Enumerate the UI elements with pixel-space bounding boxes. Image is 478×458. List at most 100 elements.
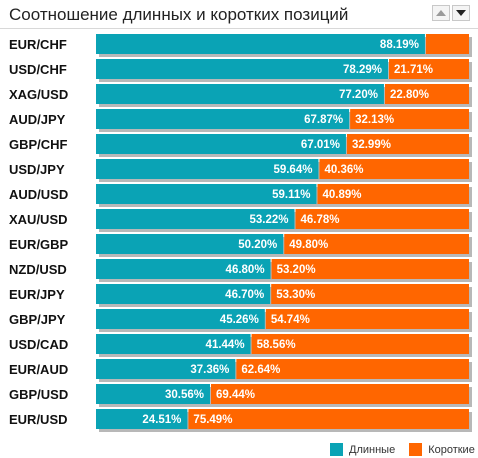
legend-label-long: Длинные	[349, 443, 396, 456]
arrow-down-icon[interactable]	[452, 5, 470, 21]
bar-row: GBP/JPY 45.26% 54.74%	[9, 309, 472, 332]
bar-long	[96, 184, 317, 204]
bar-row: AUD/JPY 67.87% 32.13%	[9, 109, 472, 132]
bar-short	[389, 59, 469, 79]
category-label: USD/CHF	[9, 62, 67, 77]
value-label-short: 53.30%	[276, 289, 315, 301]
category-label: EUR/JPY	[9, 287, 65, 302]
value-label-long: 67.87%	[304, 114, 343, 126]
value-label-long: 46.80%	[226, 264, 265, 276]
legend-label-short: Короткие	[428, 443, 475, 456]
value-label-long: 53.22%	[249, 214, 288, 226]
bar-row: EUR/JPY 46.70% 53.30%	[9, 284, 472, 307]
value-label-long: 30.56%	[165, 389, 204, 401]
bar-row: EUR/AUD 37.36% 62.64%	[9, 359, 472, 382]
category-label: EUR/USD	[9, 412, 68, 427]
arrow-up-icon[interactable]	[432, 5, 450, 21]
bar-row: USD/CAD 41.44% 58.56%	[9, 334, 472, 357]
bar-long	[96, 284, 271, 304]
bar-short	[295, 209, 469, 229]
value-label-short: 49.80%	[289, 239, 328, 251]
bar-short	[350, 109, 469, 129]
category-label: EUR/GBP	[9, 237, 69, 252]
bar-row: XAG/USD 77.20% 22.80%	[9, 84, 472, 107]
category-label: USD/JPY	[9, 162, 65, 177]
bar-short	[265, 309, 469, 329]
bar-long	[96, 109, 350, 129]
value-label-short: 40.36%	[324, 164, 363, 176]
category-label: AUD/USD	[9, 187, 68, 202]
bar-short	[384, 84, 469, 104]
bar-long	[96, 134, 346, 154]
value-label-short: 21.71%	[394, 64, 433, 76]
bar-short	[425, 34, 469, 54]
value-label-short: 54.74%	[271, 314, 310, 326]
category-label: NZD/USD	[9, 262, 67, 277]
bar-long	[96, 159, 319, 179]
bar-row: AUD/USD 59.11% 40.89%	[9, 184, 472, 207]
bar-long	[96, 309, 265, 329]
bar-row: NZD/USD 46.80% 53.20%	[9, 259, 472, 282]
category-label: EUR/CHF	[9, 37, 67, 52]
bar-row: GBP/USD 30.56% 69.44%	[9, 384, 472, 407]
bar-row: USD/JPY 59.64% 40.36%	[9, 159, 472, 182]
bar-long	[96, 259, 271, 279]
category-label: AUD/JPY	[9, 112, 66, 127]
value-label-long: 45.26%	[220, 314, 259, 326]
bar-row: XAU/USD 53.22% 46.78%	[9, 209, 472, 232]
bar-short	[346, 134, 469, 154]
bar-long	[96, 409, 188, 429]
value-label-short: 40.89%	[322, 189, 361, 201]
bar-short	[317, 184, 469, 204]
sort-controls	[432, 5, 470, 21]
bar-row: GBP/CHF 67.01% 32.99%	[9, 134, 472, 157]
value-label-short: 32.13%	[355, 114, 394, 126]
value-label-short: 53.20%	[277, 264, 316, 276]
bar-short	[236, 359, 469, 379]
value-label-short: 75.49%	[193, 414, 232, 426]
bar-row: EUR/USD 24.51% 75.49%	[9, 409, 472, 432]
value-label-long: 59.11%	[272, 189, 310, 201]
bar-short	[188, 409, 469, 429]
legend-swatch-long	[330, 443, 343, 456]
bar-long	[96, 84, 384, 104]
bar-long	[96, 59, 389, 79]
header-divider	[0, 28, 478, 29]
value-label-long: 41.44%	[206, 339, 245, 351]
value-label-long: 59.64%	[273, 164, 312, 176]
value-label-long: 24.51%	[142, 414, 181, 426]
legend: Длинные Короткие	[330, 443, 478, 456]
value-label-short: 62.64%	[241, 364, 280, 376]
bar-short	[210, 384, 469, 404]
bar-long	[96, 234, 284, 254]
value-label-short: 32.99%	[352, 139, 391, 151]
value-label-long: 50.20%	[238, 239, 277, 251]
legend-swatch-short	[409, 443, 423, 456]
category-label: GBP/CHF	[9, 137, 68, 152]
bar-row: EUR/GBP 50.20% 49.80%	[9, 234, 472, 257]
category-label: EUR/AUD	[9, 362, 68, 377]
bar-long	[96, 334, 251, 354]
category-label: USD/CAD	[9, 337, 68, 352]
value-label-long: 37.36%	[190, 364, 229, 376]
category-label: XAG/USD	[9, 87, 68, 102]
bar-long	[96, 34, 425, 54]
value-label-long: 77.20%	[339, 89, 378, 101]
bar-short	[319, 159, 469, 179]
value-label-short: 69.44%	[216, 389, 255, 401]
category-label: GBP/JPY	[9, 312, 66, 327]
bar-row: EUR/CHF 88.19%	[9, 34, 472, 57]
bar-short	[284, 234, 469, 254]
legend-item-long: Длинные	[330, 443, 395, 456]
bar-long	[96, 384, 210, 404]
value-label-short: 22.80%	[390, 89, 429, 101]
value-label-short: 46.78%	[301, 214, 340, 226]
legend-item-short: Короткие	[409, 443, 475, 456]
value-label-long: 88.19%	[380, 39, 419, 51]
value-label-long: 78.29%	[343, 64, 382, 76]
value-label-long: 67.01%	[301, 139, 340, 151]
bar-short	[271, 284, 469, 304]
bar-short	[251, 334, 469, 354]
value-label-long: 46.70%	[225, 289, 264, 301]
bar-long	[96, 209, 295, 229]
